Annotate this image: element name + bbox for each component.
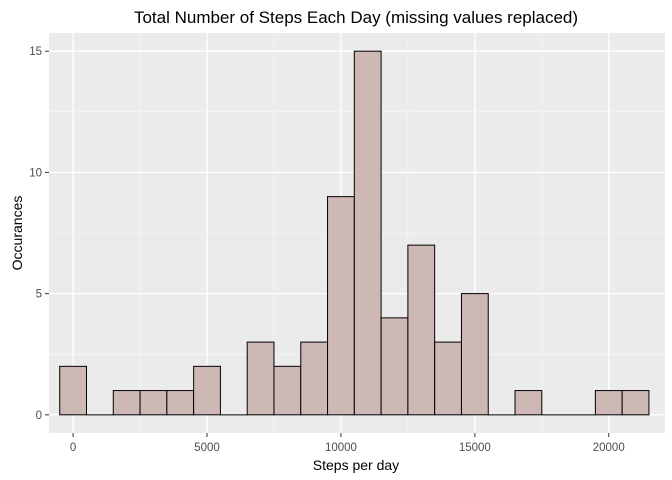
histogram-bar bbox=[621, 390, 650, 416]
histogram-bar bbox=[193, 365, 221, 416]
y-axis-title: Occurances bbox=[9, 196, 25, 271]
histogram-bar bbox=[460, 293, 489, 416]
histogram-bar bbox=[166, 390, 195, 416]
x-axis-title: Steps per day bbox=[313, 457, 399, 473]
histogram-bar bbox=[273, 365, 302, 416]
histogram-bar bbox=[434, 341, 462, 416]
histogram-bar bbox=[246, 341, 275, 416]
histogram-bar bbox=[514, 390, 543, 416]
y-tick-label: 0 bbox=[36, 410, 42, 422]
histogram-bar bbox=[59, 365, 87, 416]
y-tick-label: 15 bbox=[29, 46, 42, 58]
histogram-bar bbox=[407, 244, 436, 416]
chart-title: Total Number of Steps Each Day (missing … bbox=[134, 8, 578, 27]
histogram-bar bbox=[139, 390, 168, 416]
histogram-bar bbox=[594, 390, 623, 416]
x-tick-label: 5000 bbox=[194, 442, 220, 454]
histogram-bar bbox=[353, 50, 382, 416]
histogram-bars bbox=[59, 50, 650, 416]
histogram-bar bbox=[112, 390, 141, 416]
x-tick-label: 20000 bbox=[593, 442, 625, 454]
y-tick-label: 10 bbox=[29, 167, 42, 179]
y-axis-ticks: 0 5 10 15 bbox=[29, 46, 49, 422]
x-axis-ticks: 0 5000 10000 15000 20000 bbox=[70, 433, 625, 454]
histogram-bar bbox=[327, 196, 355, 416]
y-tick-label: 5 bbox=[36, 289, 42, 301]
histogram-bar bbox=[380, 317, 409, 416]
x-tick-label: 10000 bbox=[325, 442, 357, 454]
x-tick-label: 15000 bbox=[459, 442, 491, 454]
histogram-bar bbox=[300, 341, 329, 416]
x-tick-label: 0 bbox=[70, 442, 76, 454]
